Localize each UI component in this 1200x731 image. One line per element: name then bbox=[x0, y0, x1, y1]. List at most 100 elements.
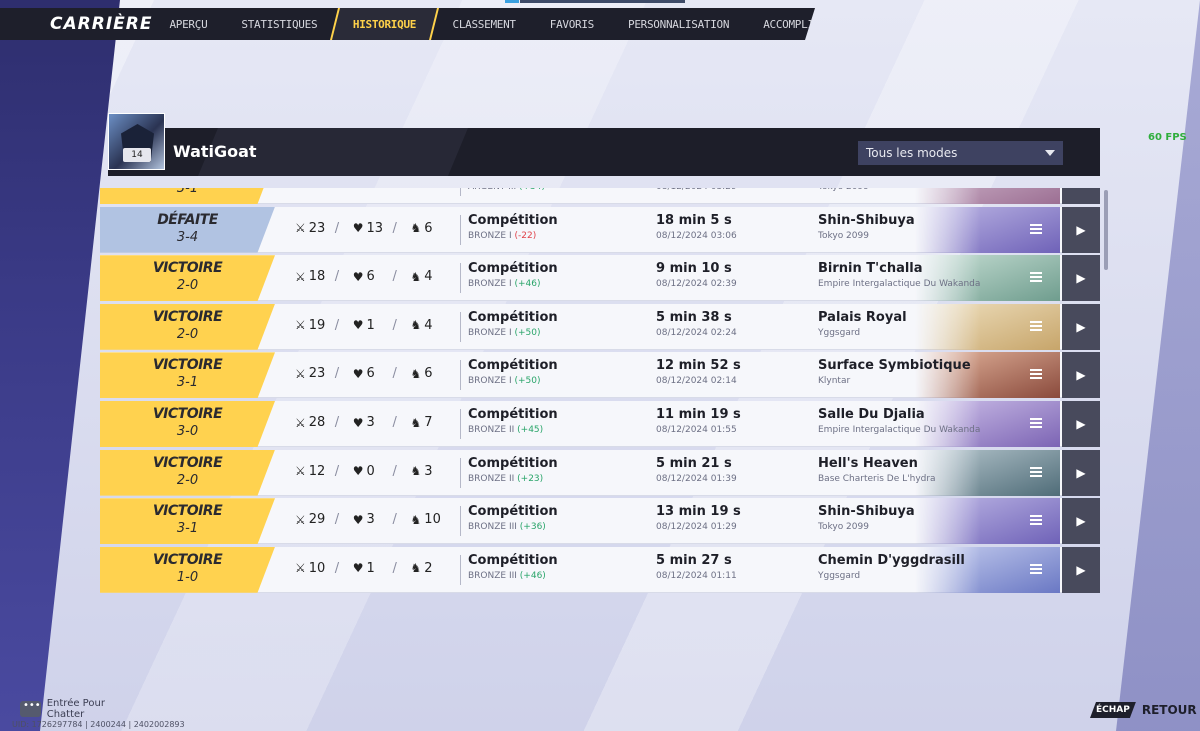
match-date: 08/12/2024 03:29 bbox=[656, 188, 741, 192]
match-mode: Compétition BRONZE I (+50) bbox=[468, 358, 558, 386]
assists-value: 4 bbox=[424, 269, 433, 285]
match-row[interactable]: VICTOIRE 2-0 ⚔ 18 / ♥ 6 / ♞ 4 Compétitio… bbox=[100, 255, 1100, 302]
assists-value: 6 bbox=[424, 220, 433, 236]
deaths-value: 13 bbox=[366, 220, 384, 236]
separator: / bbox=[334, 560, 340, 576]
swords-icon: ⚔ bbox=[295, 512, 306, 527]
match-row[interactable]: VICTOIRE 3-1 ⚔ 23 / ♥ 6 / ♞ 6 Compétitio… bbox=[100, 352, 1100, 399]
chat-prompt[interactable]: Entrée Pour Chatter bbox=[0, 698, 140, 720]
replay-button[interactable]: ▶ bbox=[1062, 303, 1100, 350]
match-mode: Compétition ARGENT III (+34) bbox=[468, 188, 558, 192]
tab-historique[interactable]: HISTORIQUE bbox=[330, 8, 439, 40]
map-name: Palais Royal bbox=[818, 309, 907, 325]
separator: / bbox=[392, 415, 397, 430]
match-score: 3-0 bbox=[176, 424, 199, 439]
replay-button[interactable]: ▶ bbox=[1062, 188, 1100, 204]
kda-stats: ⚔ 10 / ♥ 1 / ♞ 2 bbox=[295, 561, 450, 576]
tab-classement[interactable]: CLASSEMENT bbox=[452, 17, 516, 31]
rank-delta: (+36) bbox=[519, 522, 546, 533]
column-divider bbox=[460, 263, 461, 294]
rank-info: BRONZE I (+46) bbox=[468, 279, 558, 289]
match-row[interactable]: VICTOIRE 3-1 ⚔ 24 / ♥ 8 / ♞ 8 Compétitio… bbox=[100, 188, 1100, 204]
match-row[interactable]: DÉFAITE 3-4 ⚔ 23 / ♥ 13 / ♞ 6 Compétitio… bbox=[100, 206, 1100, 253]
match-time: 13 min 19 s 08/12/2024 01:29 bbox=[656, 504, 741, 532]
tab-favoris[interactable]: FAVORIS bbox=[549, 17, 595, 31]
mode-filter-select[interactable]: Tous les modes bbox=[858, 141, 1063, 165]
match-result: VICTOIRE bbox=[152, 551, 223, 568]
replay-button[interactable]: ▶ bbox=[1062, 449, 1100, 496]
match-result: DÉFAITE bbox=[157, 211, 218, 228]
replay-button[interactable]: ▶ bbox=[1062, 498, 1100, 545]
match-row[interactable]: VICTOIRE 2-0 ⚔ 19 / ♥ 1 / ♞ 4 Compétitio… bbox=[100, 303, 1100, 350]
rank-delta: (-22) bbox=[514, 230, 537, 241]
replay-button[interactable]: ▶ bbox=[1062, 352, 1100, 399]
back-button[interactable]: ÉCHAP RETOUR bbox=[1090, 702, 1197, 718]
replay-button[interactable]: ▶ bbox=[1062, 546, 1100, 593]
match-date: 08/12/2024 02:24 bbox=[656, 327, 737, 338]
rank-delta: (+45) bbox=[517, 425, 544, 435]
rank-info: ARGENT III (+34) bbox=[468, 188, 558, 192]
menu-icon[interactable] bbox=[1030, 563, 1042, 574]
separator: / bbox=[392, 317, 397, 333]
swords-icon: ⚔ bbox=[295, 464, 306, 479]
menu-icon[interactable] bbox=[1030, 466, 1042, 477]
avatar[interactable]: 14 bbox=[108, 113, 165, 170]
match-result-badge: VICTOIRE 2-0 bbox=[100, 449, 275, 496]
menu-icon[interactable] bbox=[1030, 320, 1042, 331]
replay-button[interactable]: ▶ bbox=[1062, 255, 1100, 302]
list-scrollbar[interactable] bbox=[1104, 190, 1108, 270]
assist-icon: ♞ bbox=[410, 366, 422, 381]
separator: / bbox=[392, 512, 397, 528]
broken-heart-icon: ♥ bbox=[352, 415, 364, 430]
match-result: VICTOIRE bbox=[152, 454, 223, 471]
menu-icon[interactable] bbox=[1030, 369, 1042, 380]
map-region: Yggsgard bbox=[818, 570, 861, 581]
header-stripe bbox=[198, 128, 468, 176]
replay-button[interactable]: ▶ bbox=[1062, 401, 1100, 447]
column-divider bbox=[460, 409, 461, 439]
mode-filter-value: Tous les modes bbox=[866, 146, 958, 160]
rank-name: BRONZE II bbox=[468, 473, 515, 484]
assists-value: 6 bbox=[424, 366, 433, 382]
kills-value: 19 bbox=[308, 317, 326, 333]
rank-name: BRONZE III bbox=[468, 570, 517, 581]
kills-value: 23 bbox=[308, 366, 326, 382]
rank-info: BRONZE III (+46) bbox=[468, 571, 558, 581]
menu-icon[interactable] bbox=[1030, 272, 1042, 283]
rank-info: BRONZE III (+36) bbox=[468, 522, 558, 532]
match-duration: 13 min 19 s bbox=[656, 504, 741, 520]
match-row[interactable]: VICTOIRE 1-0 ⚔ 10 / ♥ 1 / ♞ 2 Compétitio… bbox=[100, 546, 1100, 593]
replay-button[interactable]: ▶ bbox=[1062, 206, 1100, 253]
match-result-badge: VICTOIRE 3-1 bbox=[100, 498, 275, 545]
assist-icon: ♞ bbox=[410, 512, 422, 527]
match-score: 2-0 bbox=[176, 326, 199, 342]
deaths-value: 1 bbox=[366, 317, 375, 333]
match-date: 08/12/2024 01:11 bbox=[656, 570, 737, 581]
uid-text: UID: 1726297784 | 2400244 | 2402002893 bbox=[12, 720, 185, 729]
match-row[interactable]: VICTOIRE 2-0 ⚔ 12 / ♥ 0 / ♞ 3 Compétitio… bbox=[100, 449, 1100, 496]
menu-icon[interactable] bbox=[1030, 515, 1042, 526]
match-time: 5 min 21 s 08/12/2024 01:39 bbox=[656, 456, 737, 484]
match-row[interactable]: VICTOIRE 3-1 ⚔ 29 / ♥ 3 / ♞ 10 Compétiti… bbox=[100, 498, 1100, 545]
match-row[interactable]: VICTOIRE 3-0 ⚔ 28 / ♥ 3 / ♞ 7 Compétitio… bbox=[100, 401, 1100, 447]
play-icon: ▶ bbox=[1076, 465, 1086, 480]
deaths-value: 1 bbox=[366, 560, 375, 576]
separator: / bbox=[392, 463, 397, 479]
match-time: 5 min 27 s 08/12/2024 01:11 bbox=[656, 553, 737, 581]
rank-delta: (+23) bbox=[517, 473, 544, 484]
match-mode: Compétition BRONZE III (+46) bbox=[468, 553, 558, 581]
menu-icon[interactable] bbox=[1030, 223, 1042, 234]
nav-top-accent bbox=[505, 0, 519, 3]
tab-personnalisation[interactable]: PERSONNALISATION bbox=[628, 17, 730, 31]
match-result-badge: VICTOIRE 2-0 bbox=[100, 255, 275, 302]
tab-apercu[interactable]: APERÇU bbox=[169, 17, 208, 31]
tab-statistiques[interactable]: STATISTIQUES bbox=[241, 17, 318, 31]
menu-icon[interactable] bbox=[1030, 418, 1042, 428]
match-mode: Compétition BRONZE II (+45) bbox=[468, 407, 558, 435]
assists-value: 4 bbox=[424, 317, 433, 333]
mode-name: Compétition bbox=[468, 552, 558, 568]
map-thumbnail bbox=[915, 449, 1060, 496]
kills-value: 10 bbox=[308, 560, 326, 576]
match-history-list: VICTOIRE 3-1 ⚔ 24 / ♥ 8 / ♞ 8 Compétitio… bbox=[100, 188, 1100, 604]
rank-info: BRONZE I (-22) bbox=[468, 231, 558, 241]
